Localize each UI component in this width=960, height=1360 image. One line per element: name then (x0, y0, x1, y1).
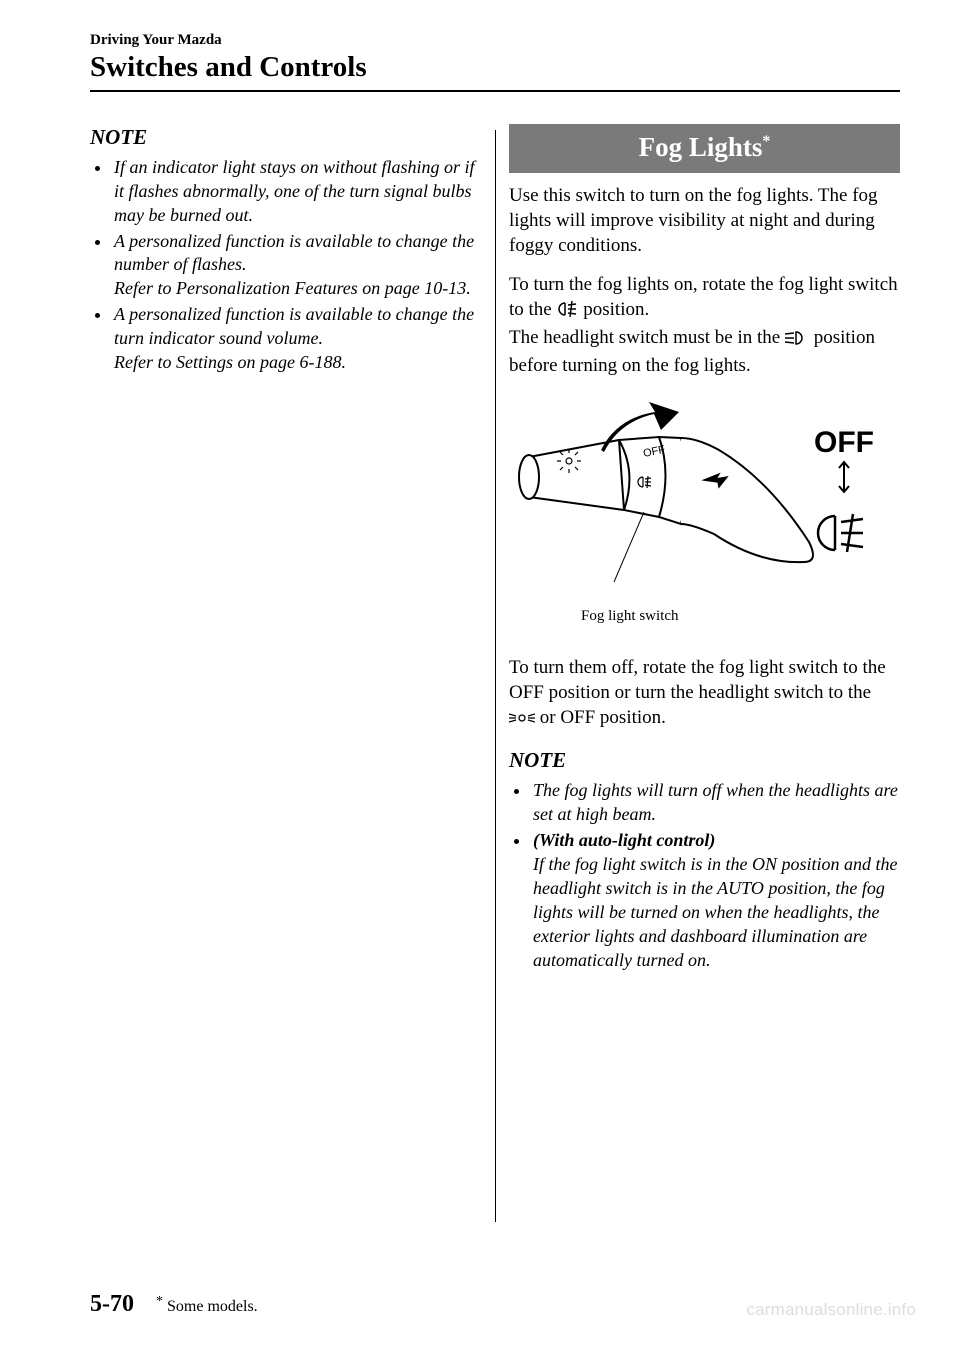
header: Driving Your Mazda Switches and Controls (90, 32, 900, 92)
page: Driving Your Mazda Switches and Controls… (0, 0, 960, 1360)
heading-star: * (762, 133, 770, 150)
footnote-text: Some models. (167, 1298, 258, 1315)
updown-arrow-icon (839, 462, 849, 492)
diagram-caption: Fog light switch (581, 607, 900, 627)
column-divider (495, 130, 496, 1222)
note-list-left: If an indicator light stays on without f… (90, 156, 481, 375)
note-body: If the fog light switch is in the ON pos… (533, 854, 898, 970)
header-large: Switches and Controls (90, 51, 900, 84)
list-item: The fog lights will turn off when the he… (531, 779, 900, 827)
leader-line (614, 512, 644, 582)
text-run: or OFF position. (540, 707, 666, 728)
watermark: carmanualsonline.info (746, 1300, 916, 1320)
heading-text: Fog Lights (639, 132, 763, 162)
fog-light-large-icon (818, 514, 863, 552)
fog-switch-svg: OFF OFF (509, 402, 889, 602)
fog-switch-diagram: OFF OFF (509, 402, 900, 627)
headlight-icon (785, 328, 809, 353)
paragraph: To turn them off, rotate the fog light s… (509, 655, 900, 733)
note-list-right: The fog lights will turn off when the he… (509, 779, 900, 973)
off-label: OFF (814, 426, 874, 459)
note-title-right: NOTE (509, 747, 900, 775)
list-item: If an indicator light stays on without f… (112, 156, 481, 228)
parking-light-icon (509, 708, 535, 733)
text-run: To turn them off, rotate the fog light s… (509, 657, 886, 703)
text-run: The headlight switch must be in the (509, 327, 785, 348)
header-small: Driving Your Mazda (90, 32, 900, 49)
fog-light-icon (557, 300, 579, 325)
header-rule (90, 90, 900, 92)
left-column: NOTE If an indicator light stays on with… (90, 124, 481, 975)
columns: NOTE If an indicator light stays on with… (90, 124, 900, 975)
page-number: 5-70 (90, 1291, 134, 1317)
list-item: A personalized function is available to … (112, 230, 481, 302)
list-item: (With auto-light control) If the fog lig… (531, 829, 900, 973)
footnote-star-icon: * (156, 1294, 163, 1309)
text-run: position. (583, 299, 649, 320)
section-heading-fog-lights: Fog Lights* (509, 124, 900, 173)
note-title-left: NOTE (90, 124, 481, 152)
right-column: Fog Lights* Use this switch to turn on t… (509, 124, 900, 975)
paragraph: Use this switch to turn on the fog light… (509, 183, 900, 258)
list-item: A personalized function is available to … (112, 303, 481, 375)
note-lead: (With auto-light control) (533, 830, 715, 850)
paragraph: To turn the fog lights on, rotate the fo… (509, 272, 900, 378)
